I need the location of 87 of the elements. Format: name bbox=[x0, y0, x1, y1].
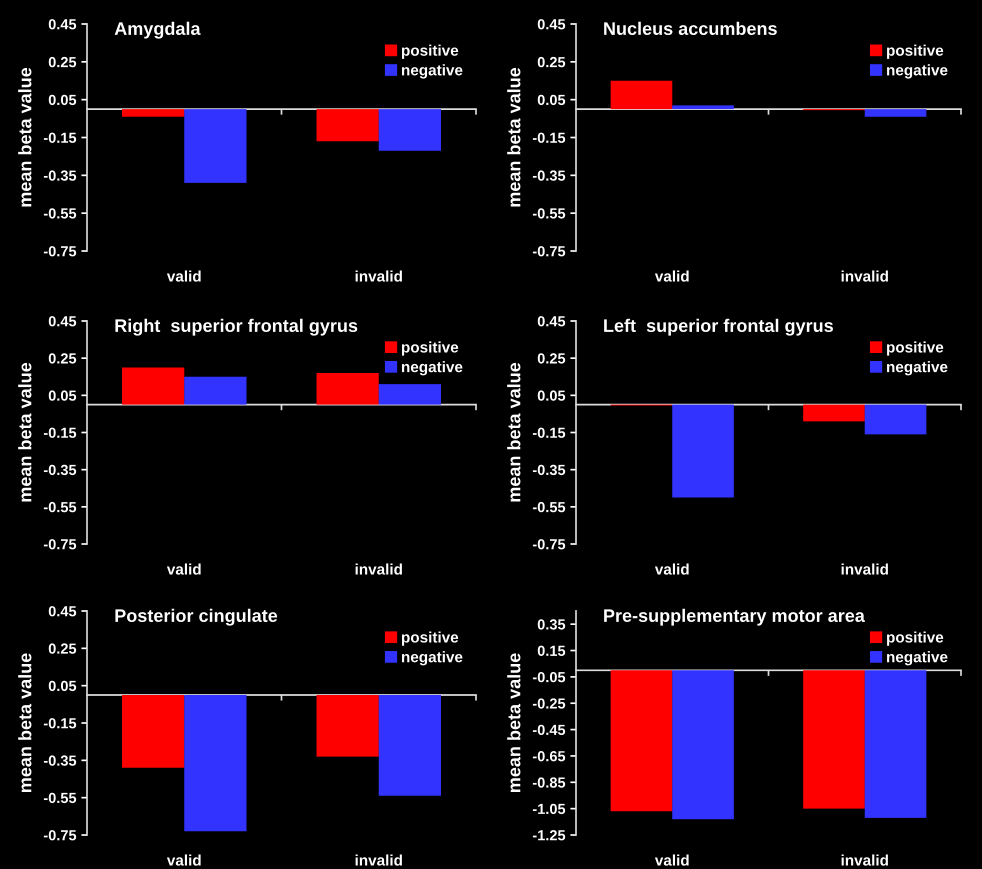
y-axis-title: mean beta value bbox=[18, 653, 32, 792]
y-tick-label: -0.75 bbox=[44, 830, 76, 840]
y-axis-title: mean beta value bbox=[507, 653, 520, 792]
y-tick-label: -0.15 bbox=[44, 132, 76, 143]
y-tick-label: -0.35 bbox=[532, 170, 566, 181]
y-tick-label: 0.25 bbox=[538, 353, 566, 364]
y-tick-label: -0.75 bbox=[532, 246, 566, 256]
y-tick-label: -0.05 bbox=[532, 672, 566, 682]
y-tick-label: -0.75 bbox=[44, 539, 76, 550]
chart-title: Right superior frontal gyrus bbox=[115, 318, 358, 336]
y-tick-label: 0.45 bbox=[48, 316, 76, 326]
bar bbox=[184, 376, 246, 405]
legend-label: negative bbox=[402, 651, 462, 666]
x-tick-label: invalid bbox=[842, 854, 888, 866]
y-tick-label: -0.35 bbox=[44, 464, 76, 476]
legend-label: positive bbox=[402, 631, 458, 646]
legend-label: positive bbox=[887, 44, 944, 59]
bar bbox=[378, 384, 441, 405]
y-tick-label: -0.65 bbox=[532, 751, 566, 762]
y-tick-label: -0.75 bbox=[532, 539, 566, 550]
y-tick-label: 0.05 bbox=[48, 390, 76, 401]
y-tick-label: -0.15 bbox=[44, 718, 76, 728]
x-tick-label: invalid bbox=[356, 854, 402, 866]
bar bbox=[316, 373, 379, 405]
y-tick-label: 0.25 bbox=[48, 643, 76, 654]
y-tick-label: 0.35 bbox=[538, 619, 566, 630]
y-axis-title: mean beta value bbox=[18, 68, 32, 207]
y-tick-label: -1.25 bbox=[532, 830, 566, 840]
chart-title: Amygdala bbox=[114, 22, 201, 39]
legend-label: positive bbox=[887, 341, 944, 356]
bar bbox=[122, 367, 184, 405]
y-axis-title: mean beta value bbox=[507, 362, 520, 502]
legend-label: negative bbox=[402, 64, 462, 79]
x-tick-label: invalid bbox=[842, 563, 888, 575]
y-tick-label: -0.55 bbox=[44, 208, 76, 219]
y-tick-label: 0.25 bbox=[48, 353, 76, 364]
y-tick-label: 0.05 bbox=[48, 94, 76, 106]
y-tick-label: -0.55 bbox=[532, 502, 566, 512]
x-tick-label: valid bbox=[166, 563, 201, 575]
bar bbox=[672, 105, 734, 110]
chart-title: Posterior cingulate bbox=[115, 608, 278, 626]
y-tick-label: 0.05 bbox=[538, 390, 566, 401]
x-tick-label: valid bbox=[654, 270, 689, 282]
y-tick-label: 0.05 bbox=[538, 94, 566, 106]
x-tick-label: invalid bbox=[356, 563, 402, 575]
y-tick-label: 0.25 bbox=[538, 56, 566, 68]
y-tick-label: -0.35 bbox=[44, 755, 76, 766]
legend-label: positive bbox=[402, 44, 458, 59]
y-tick-label: -0.55 bbox=[44, 792, 76, 804]
y-tick-label: -0.15 bbox=[44, 428, 76, 438]
y-tick-label: -0.35 bbox=[44, 170, 76, 181]
y-tick-label: -0.35 bbox=[532, 464, 566, 476]
y-tick-label: -0.25 bbox=[532, 698, 566, 709]
y-tick-label: -0.15 bbox=[532, 132, 566, 143]
x-tick-label: valid bbox=[654, 563, 689, 575]
y-tick-label: -1.05 bbox=[532, 804, 566, 814]
legend-label: negative bbox=[887, 651, 948, 666]
y-tick-label: 0.45 bbox=[48, 606, 76, 616]
bar bbox=[610, 80, 672, 110]
x-tick-label: invalid bbox=[842, 270, 888, 282]
y-tick-label: 0.05 bbox=[48, 680, 76, 692]
chart-title: Nucleus accumbens bbox=[604, 22, 777, 35]
legend-label: negative bbox=[402, 361, 462, 376]
bar bbox=[864, 109, 926, 117]
y-tick-label: -0.55 bbox=[44, 502, 76, 512]
chart-title: Pre-supplementary motor area bbox=[604, 608, 865, 626]
y-tick-label: -0.45 bbox=[532, 724, 566, 736]
y-axis-title: mean beta value bbox=[507, 68, 520, 207]
y-tick-label: -0.85 bbox=[532, 777, 566, 788]
x-tick-label: valid bbox=[654, 854, 689, 866]
x-tick-label: invalid bbox=[356, 270, 402, 282]
legend-label: positive bbox=[887, 631, 944, 646]
y-tick-label: 0.45 bbox=[48, 19, 76, 30]
y-tick-label: -0.75 bbox=[44, 246, 76, 256]
y-tick-label: 0.45 bbox=[538, 19, 566, 30]
x-tick-label: valid bbox=[166, 854, 201, 866]
y-axis-title: mean beta value bbox=[18, 362, 32, 502]
y-tick-label: 0.45 bbox=[538, 316, 566, 326]
chart-title: Left superior frontal gyrus bbox=[604, 318, 833, 336]
x-tick-label: valid bbox=[166, 270, 201, 282]
legend-label: negative bbox=[887, 361, 948, 376]
y-tick-label: 0.15 bbox=[538, 646, 566, 656]
legend-label: positive bbox=[402, 341, 458, 356]
legend-label: negative bbox=[887, 64, 948, 79]
y-tick-label: -0.55 bbox=[532, 208, 566, 219]
y-tick-label: -0.15 bbox=[532, 428, 566, 438]
y-tick-label: 0.25 bbox=[48, 56, 76, 68]
